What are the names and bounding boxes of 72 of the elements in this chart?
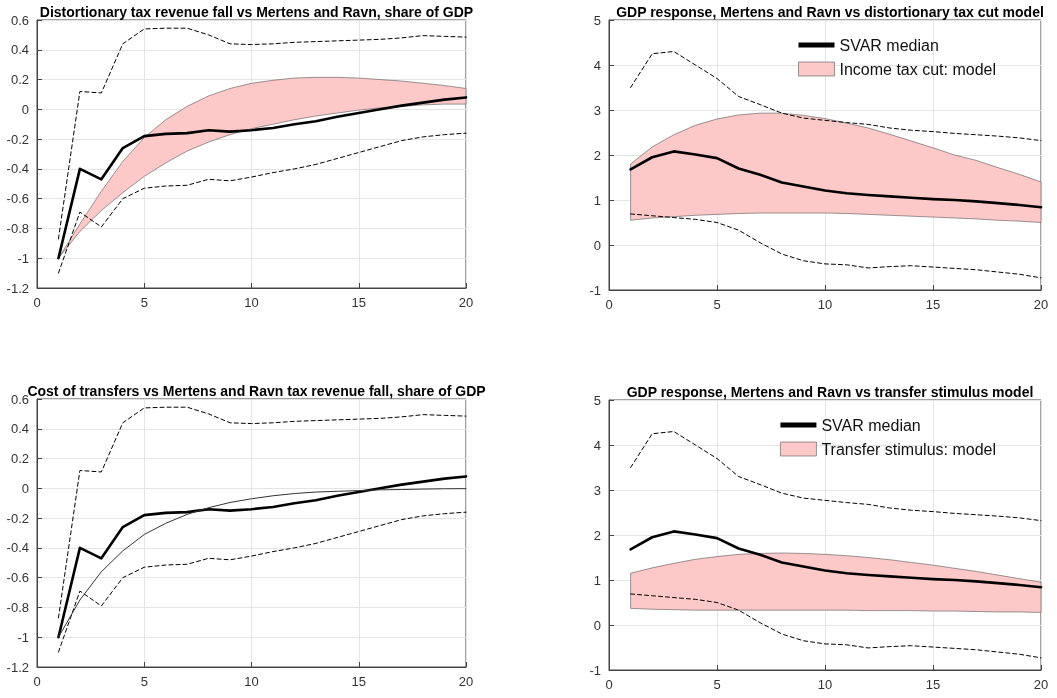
y-tick-label: -0.4 [6, 540, 29, 556]
y-tick-label: -1.2 [6, 659, 29, 675]
y-tick-label: 0.6 [10, 391, 29, 407]
y-tick-label: 1 [593, 572, 601, 588]
x-tick-label: 15 [351, 295, 366, 310]
x-tick-label: 10 [244, 674, 259, 689]
x-tick-label: 15 [351, 674, 366, 689]
y-tick-label: 3 [593, 482, 601, 498]
line-series [57, 132, 467, 274]
y-tick-label: -1.2 [6, 280, 29, 296]
legend-label: SVAR median [839, 36, 939, 54]
line-series [629, 150, 1043, 209]
line-series [57, 511, 467, 653]
chart-title: GDP response, Mertens and Ravn vs distortionary tax cut model [616, 4, 1044, 20]
line-series [630, 431, 1042, 522]
y-tick-label: -1 [589, 282, 601, 298]
y-tick-label: 3 [593, 102, 601, 118]
line-series [630, 593, 1042, 659]
y-tick-label: 0.2 [10, 72, 29, 88]
legend-label: Income tax cut: model [839, 60, 996, 78]
y-tick-label: 0 [21, 101, 29, 117]
chart-title: Cost of transfers vs Mertens and Ravn tax revenue fall, share of GDP [27, 383, 486, 399]
x-tick-label: 10 [817, 677, 833, 692]
x-tick-label: 15 [925, 677, 941, 692]
line-series [57, 27, 467, 240]
y-tick-label: 0.6 [10, 12, 29, 28]
y-tick-label: 4 [593, 437, 601, 453]
line-series [629, 530, 1043, 589]
x-tick-label: 20 [458, 295, 474, 310]
x-tick-label: 5 [713, 677, 721, 692]
y-tick-label: -0.6 [6, 570, 29, 586]
y-tick-label: 4 [593, 57, 601, 73]
y-tick-label: 2 [593, 147, 601, 163]
y-tick-label: -0.4 [6, 161, 29, 177]
y-tick-label: 0.4 [10, 421, 29, 437]
x-tick-label: 0 [605, 677, 613, 692]
x-tick-label: 20 [1033, 297, 1049, 312]
line-series [630, 51, 1042, 142]
y-tick-label: 1 [593, 192, 601, 208]
x-tick-label: 10 [244, 295, 259, 310]
x-tick-label: 5 [140, 674, 148, 689]
x-tick-label: 0 [605, 297, 613, 312]
y-tick-label: -0.2 [6, 131, 29, 147]
y-tick-label: 0 [593, 617, 601, 633]
x-tick-label: 15 [925, 297, 941, 312]
y-tick-label: -0.6 [6, 191, 29, 207]
y-tick-label: -0.2 [6, 510, 29, 526]
chart-title: GDP response, Mertens and Ravn vs transfer stimulus model [626, 384, 1034, 400]
x-tick-label: 0 [33, 674, 41, 689]
y-tick-label: 0.4 [10, 42, 29, 58]
x-tick-label: 0 [33, 295, 41, 310]
line-series [630, 213, 1042, 279]
chart-title: Distortionary tax revenue fall vs Mertens and Ravn, share of GDP [39, 4, 474, 20]
x-tick-label: 20 [1033, 677, 1049, 692]
y-tick-label: -1 [17, 250, 29, 266]
y-tick-label: 0 [593, 237, 601, 253]
y-tick-label: 5 [593, 12, 601, 28]
y-tick-label: -1 [17, 629, 29, 645]
x-tick-label: 5 [713, 297, 721, 312]
y-tick-label: 2 [593, 527, 601, 543]
y-tick-label: -0.8 [6, 220, 29, 236]
y-tick-label: -0.8 [6, 599, 29, 615]
legend-label: Transfer stimulus: model [821, 440, 997, 458]
x-tick-label: 10 [817, 297, 833, 312]
line-series [57, 406, 467, 619]
y-tick-label: 5 [593, 392, 601, 408]
x-tick-label: 20 [458, 674, 474, 689]
x-tick-label: 5 [140, 295, 148, 310]
y-tick-label: 0.2 [10, 451, 29, 467]
y-tick-label: -1 [589, 662, 601, 678]
y-tick-label: 0 [21, 480, 29, 496]
legend-label: SVAR median [821, 416, 921, 434]
